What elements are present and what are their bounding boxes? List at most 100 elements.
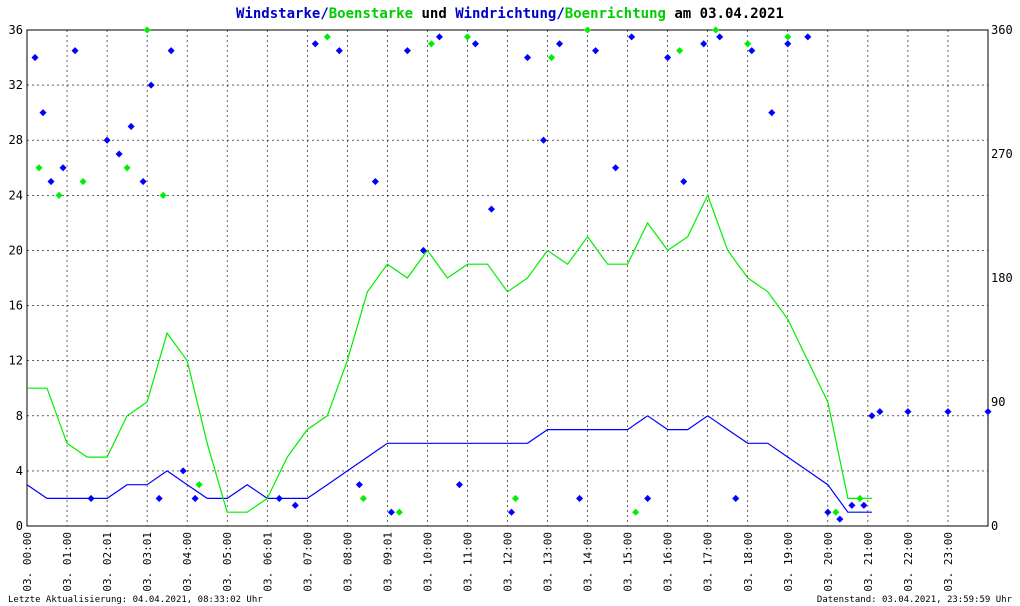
title-boenstarke: Boenstarke [329,6,413,22]
x-tick-label: 03. 03:01 [141,532,154,592]
series-point-windrichtung [556,40,564,48]
series-point-windrichtung [147,81,155,89]
x-tick-label: 03. 09:01 [381,532,394,592]
y-left-tick-label: 24 [9,188,23,202]
series-point-boenrichtung [35,164,43,172]
series-point-boenrichtung [323,33,331,41]
series-point-windrichtung [355,481,363,489]
series-point-boenrichtung [511,494,520,502]
x-tick-label: 03. 04:00 [181,532,194,592]
x-tick-label: 03. 15:00 [622,532,635,592]
y-left-tick-label: 12 [9,354,23,368]
title-und: und [413,6,455,22]
series-point-windrichtung [860,501,868,509]
series-point-windrichtung [944,408,952,416]
series-point-windrichtung [335,47,343,55]
series-point-windrichtung [592,47,600,55]
y-right-tick-label: 180 [991,271,1013,285]
title-date: am 03.04.2021 [666,6,784,22]
x-tick-label: 03. 01:00 [61,532,74,592]
x-tick-label: 03. 19:00 [782,532,795,592]
series-point-windrichtung [612,164,620,172]
x-tick-label: 03. 07:00 [301,532,314,592]
series-point-boenrichtung [744,40,752,48]
series-point-windrichtung [419,246,427,254]
y-left-tick-label: 8 [16,409,23,423]
series-point-windrichtung [576,494,584,502]
series-point-boenrichtung [55,191,63,199]
series-point-windrichtung [876,408,884,416]
series-point-windrichtung [904,408,912,416]
series-point-windrichtung [179,467,187,475]
y-left-tick-label: 20 [9,243,23,257]
series-point-boenrichtung [143,26,151,34]
series-point-windrichtung [139,178,147,186]
x-tick-label: 03. 17:00 [702,532,715,592]
series-point-windrichtung [311,40,319,48]
series-point-boenrichtung [548,54,556,62]
series-point-windrichtung [39,109,47,117]
series-point-windrichtung [47,178,55,186]
series-point-windrichtung [191,494,199,502]
series-point-windrichtung [371,178,379,186]
series-point-boenrichtung [79,178,87,186]
series-point-windrichtung [540,136,548,144]
series-point-windrichtung [804,33,812,41]
x-tick-label: 03. 14:00 [582,532,595,592]
x-tick-label: 03. 08:00 [341,532,354,592]
series-point-boenrichtung [395,508,403,516]
y-left-tick-label: 0 [16,519,23,533]
title-boenrichtung: Boenrichtung [565,6,666,22]
series-point-windrichtung [868,412,876,420]
title-sep1: / [320,6,328,22]
y-right-tick-label: 360 [991,23,1013,37]
series-point-windrichtung [471,40,480,48]
x-tick-label: 03. 23:00 [942,532,955,592]
x-tick-label: 03. 18:00 [742,532,755,592]
series-point-windrichtung [435,33,443,41]
y-right-tick-label: 0 [991,519,998,533]
x-tick-label: 03. 13:00 [542,532,555,592]
series-point-boenrichtung [632,508,640,516]
series-point-windrichtung [103,136,111,144]
series-point-windrichtung [628,33,636,41]
series-point-windrichtung [507,508,516,516]
series-point-windrichtung [680,178,688,186]
series-point-windrichtung [984,408,992,416]
series-point-boenrichtung [712,26,720,34]
x-tick-label: 03. 20:00 [822,532,835,592]
series-point-windrichtung [127,122,135,130]
series-point-boenrichtung [463,33,471,41]
x-tick-label: 03. 22:00 [902,532,915,592]
series-point-windrichtung [848,501,856,509]
series-point-windrichtung [115,150,123,158]
series-point-boenrichtung [676,47,684,55]
series-point-windrichtung [523,54,532,62]
x-tick-label: 03. 11:00 [461,532,474,592]
series-point-windrichtung [644,494,652,502]
y-left-tick-label: 4 [16,464,23,478]
series-point-windrichtung [784,40,792,48]
y-left-tick-label: 16 [9,299,23,313]
series-point-windrichtung [824,508,832,516]
series-point-boenrichtung [159,191,167,199]
y-left-tick-label: 32 [9,78,23,92]
y-left-tick-label: 28 [9,133,23,147]
x-tick-label: 03. 02:01 [101,532,114,592]
series-point-windrichtung [700,40,708,48]
series-point-boenrichtung [832,508,840,516]
x-tick-label: 03. 21:00 [862,532,875,592]
y-right-tick-label: 90 [991,395,1005,409]
series-line-boenstarke [27,193,872,513]
chart-title: Windstarke/Boenstarke und Windrichtung/B… [236,6,784,22]
series-point-windrichtung [155,494,163,502]
series-point-windrichtung [71,47,79,55]
x-tick-label: 03. 00:00 [21,532,34,592]
x-tick-label: 03. 16:00 [662,532,675,592]
series-point-windrichtung [732,494,740,502]
series-point-windrichtung [748,47,756,55]
x-tick-label: 03. 10:00 [421,532,434,592]
series-point-windrichtung [291,501,299,509]
